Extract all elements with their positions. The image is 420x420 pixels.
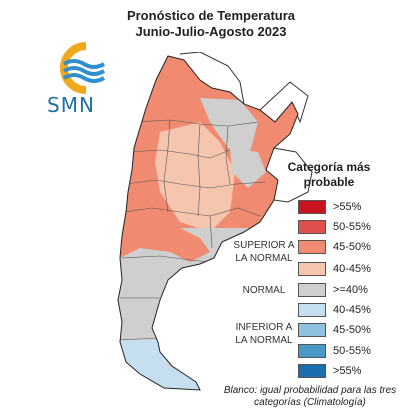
smn-logo-icon (60, 42, 106, 94)
province-boundaries (119, 119, 267, 341)
legend-label: >=40% (333, 284, 368, 296)
legend-label: >55% (333, 201, 362, 213)
legend-label: 50-55% (333, 221, 371, 233)
legend-swatch (298, 364, 326, 378)
legend-swatch (298, 344, 326, 358)
title-line-2: Junio-Julio-Agosto 2023 (135, 24, 287, 39)
legend-label: 45-50% (333, 324, 371, 336)
legend-item-inferior-40-45: 40-45% (298, 303, 398, 317)
legend-swatch (298, 220, 326, 234)
legend-label: 45-50% (333, 241, 371, 253)
smn-logo: SMN (42, 40, 120, 118)
legend-swatch (298, 303, 326, 317)
legend-label: 50-55% (333, 345, 371, 357)
legend-swatch (298, 283, 326, 297)
region-normal-corrientes (230, 148, 266, 188)
legend-item-superior-50-55: 50-55% (298, 220, 398, 234)
group-label-normal: NORMAL (242, 285, 286, 296)
region-superior-patagonia-north (120, 228, 210, 262)
region-superior-40-45 (155, 122, 235, 232)
legend-item-superior-40-45: 40-45% (298, 262, 398, 276)
legend-label: 40-45% (333, 263, 371, 275)
region-normal-central (200, 98, 258, 152)
legend-swatch (298, 262, 326, 276)
legend-item-inferior-45-50: 45-50% (298, 323, 398, 337)
legend-label: 40-45% (333, 304, 371, 316)
legend-item-superior-45-50: 45-50% (298, 240, 398, 254)
group-label-superior: SUPERIOR A LA NORMAL (233, 240, 295, 264)
footnote: Blanco: igual probabilidad para las tres… (223, 385, 397, 408)
legend-item-normal: >=40% (298, 283, 398, 297)
legend-item-superior-55: >55% (298, 200, 398, 214)
legend-title: Categoría más probable (287, 160, 371, 189)
legend-item-inferior-50-55: 50-55% (298, 344, 398, 358)
legend-item-inferior-55: >55% (298, 364, 398, 378)
legend-label: >55% (333, 365, 362, 377)
map-title: Pronóstico de Temperatura Junio-Julio-Ag… (96, 8, 326, 40)
legend-swatch (298, 200, 326, 214)
legend-swatch (298, 323, 326, 337)
title-line-1: Pronóstico de Temperatura (126, 8, 296, 23)
argentina-map (117, 52, 313, 391)
logo-text: SMN (47, 93, 95, 117)
group-label-inferior: INFERIOR A LA NORMAL (235, 322, 293, 346)
country-outline (117, 55, 299, 391)
legend-swatch (298, 240, 326, 254)
